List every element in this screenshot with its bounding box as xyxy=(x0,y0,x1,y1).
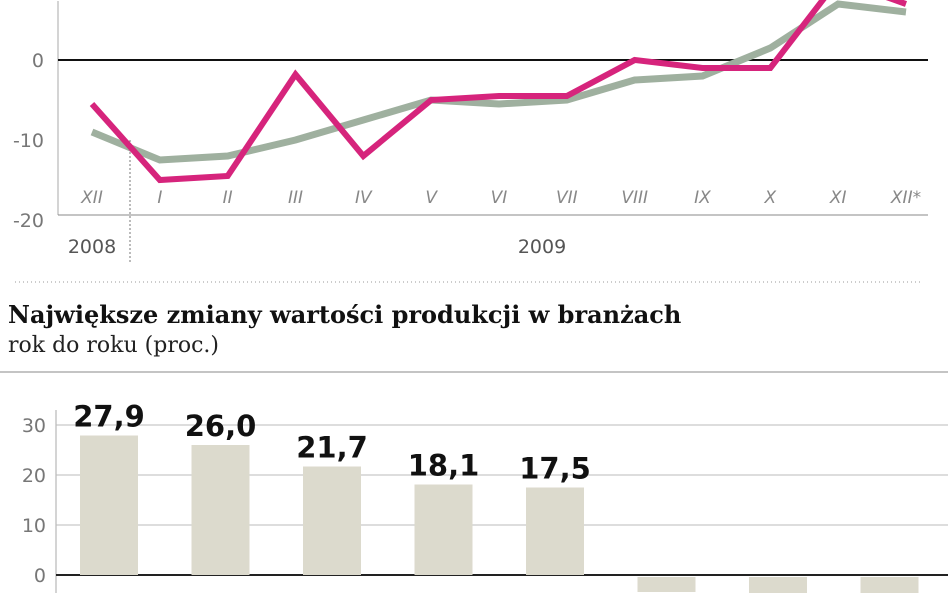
bar-y-tick-label: 10 xyxy=(22,515,46,537)
bar xyxy=(414,484,473,575)
line-y-tick-label: -20 xyxy=(13,210,44,232)
month-tick-label: VI xyxy=(491,188,508,208)
bar-chart: Największe zmiany wartości produkcji w b… xyxy=(0,300,948,593)
month-tick-label: III xyxy=(288,188,303,208)
month-tick-label: XII* xyxy=(890,188,921,208)
line-chart: 0-10-20 XII I II III IV V VI VII VIII IX X XI XII* 2… xyxy=(13,0,928,262)
month-tick-label: I xyxy=(157,188,162,208)
bar-value-label: 17,5 xyxy=(519,452,591,486)
month-tick-label: V xyxy=(425,188,438,208)
year-label-2008: 2008 xyxy=(68,236,116,258)
bar xyxy=(80,435,138,575)
bar xyxy=(526,487,584,575)
month-tick-label: X xyxy=(764,188,777,208)
month-tick-label: IX xyxy=(694,188,711,208)
month-tick-label: XI xyxy=(829,188,847,208)
month-tick-label: VII xyxy=(556,188,578,208)
bar xyxy=(303,466,361,575)
bar-y-tick-label: 20 xyxy=(22,465,46,487)
series-line-grey xyxy=(90,0,907,164)
line-y-tick-label: -10 xyxy=(13,130,44,152)
bar xyxy=(191,445,250,575)
bar-value-label: 21,7 xyxy=(296,431,368,465)
bar xyxy=(749,577,807,593)
bar-value-label: 18,1 xyxy=(408,449,480,483)
bar-y-tick-label: 30 xyxy=(22,415,46,437)
bar-chart-subtitle: rok do roku (proc.) xyxy=(8,333,219,358)
bar xyxy=(637,577,696,592)
bar-value-label: 27,9 xyxy=(73,400,145,434)
month-tick-label: VIII xyxy=(621,188,648,208)
month-tick-label: II xyxy=(223,188,233,208)
bar-y-tick-label: 0 xyxy=(34,565,46,587)
bar-value-label: 26,0 xyxy=(185,409,257,443)
bar-chart-title: Największe zmiany wartości produkcji w b… xyxy=(8,300,681,329)
month-tick-label: IV xyxy=(355,188,373,208)
bar xyxy=(860,577,919,593)
year-label-2009: 2009 xyxy=(518,236,566,258)
month-tick-label: XII xyxy=(80,188,103,208)
series-line-magenta xyxy=(89,0,908,184)
line-y-tick-label: 0 xyxy=(32,50,44,72)
